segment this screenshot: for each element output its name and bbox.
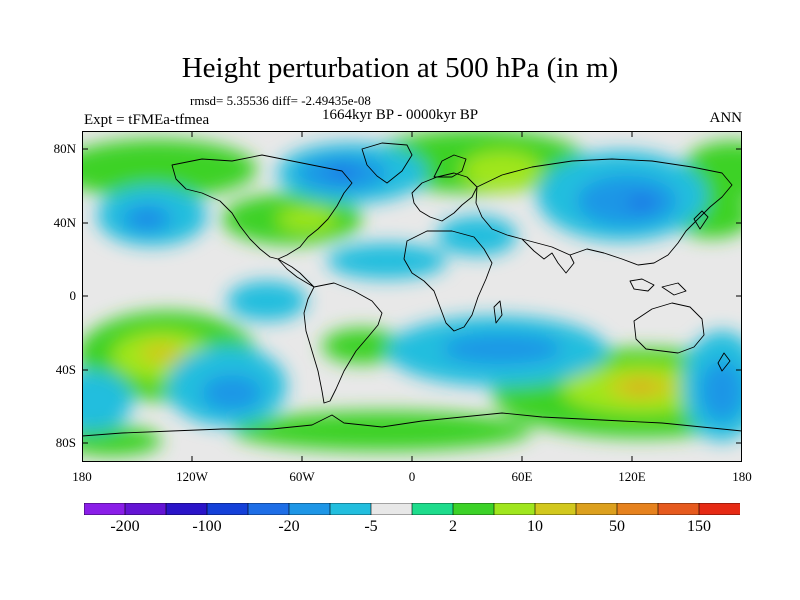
colorbar-label: 150 — [687, 518, 711, 535]
lon-label: 0 — [408, 469, 416, 484]
colorbar-label: -5 — [364, 518, 378, 535]
colorbar-label: -200 — [110, 518, 140, 535]
colorbar-swatch — [657, 503, 700, 515]
lat-label: 0 — [69, 288, 77, 303]
lat-label: 40S — [55, 362, 76, 377]
colorbar-label: 2 — [449, 518, 457, 535]
lat-label: 40N — [53, 215, 76, 230]
lat-label: 80S — [55, 435, 76, 450]
colorbar-swatch — [329, 503, 372, 515]
colorbar-label: 50 — [609, 518, 625, 535]
season-label: ANN — [709, 110, 743, 126]
rmsd-stats: rmsd= 5.35536 diff= -2.49435e-08 — [190, 93, 371, 108]
colorbar-swatch — [616, 503, 659, 515]
colorbar-swatch — [206, 503, 249, 515]
experiment-label: Expt = tFMEa-tfmea — [84, 112, 210, 128]
colorbar-label: 10 — [527, 518, 543, 535]
colorbar — [84, 503, 740, 515]
coastlines — [82, 142, 742, 437]
plot-title: Height perturbation at 500 hPa (in m) — [181, 52, 619, 84]
lon-label: 120W — [176, 469, 208, 484]
colorbar-swatch — [452, 503, 495, 515]
colorbar-swatch — [247, 503, 290, 515]
colorbar-label: -20 — [278, 518, 300, 535]
lon-label: 180 — [732, 469, 752, 484]
axis-ticks — [82, 131, 742, 462]
time-period: 1664kyr BP - 0000kyr BP — [322, 107, 479, 123]
colorbar-swatch — [370, 503, 413, 515]
colorbar-swatch — [575, 503, 618, 515]
colorbar-swatch — [288, 503, 331, 515]
colorbar-swatch — [165, 503, 208, 515]
lon-label: 180 — [72, 469, 92, 484]
colorbar-swatch — [493, 503, 536, 515]
lon-label: 60E — [511, 469, 533, 484]
lon-label: 60W — [289, 469, 315, 484]
colorbar-label: -100 — [192, 518, 222, 535]
colorbar-swatch — [534, 503, 577, 515]
colorbar-swatch — [84, 503, 126, 515]
lon-label: 120E — [618, 469, 646, 484]
lat-label: 80N — [53, 141, 76, 156]
height-perturbation-map — [82, 131, 742, 462]
colorbar-swatch — [411, 503, 454, 515]
colorbar-swatch — [124, 503, 167, 515]
colorbar-swatch — [698, 503, 740, 515]
